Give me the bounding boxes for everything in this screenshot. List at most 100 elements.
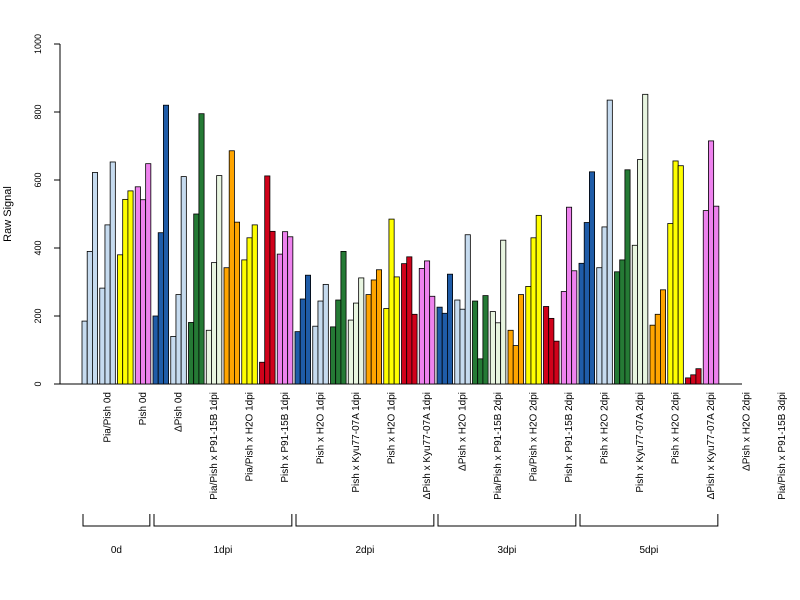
bar bbox=[383, 308, 390, 385]
bar bbox=[117, 254, 124, 385]
x-tick-label: Pish x P91-15B 2dpi bbox=[564, 392, 575, 483]
bar bbox=[264, 175, 271, 385]
bar bbox=[649, 324, 656, 385]
bar bbox=[193, 213, 200, 385]
bar bbox=[282, 231, 289, 385]
bar bbox=[459, 308, 466, 385]
bar bbox=[454, 299, 461, 385]
bar bbox=[596, 267, 603, 385]
bar bbox=[228, 150, 235, 385]
x-tick-label: Pish x H2O 1dpi bbox=[316, 392, 327, 464]
bar bbox=[624, 169, 631, 385]
bar bbox=[654, 313, 661, 385]
bar bbox=[642, 93, 649, 385]
group-bracket bbox=[153, 514, 293, 527]
bar bbox=[464, 234, 471, 385]
x-tick-label: Pia/Pish x P91-15B 2dpi bbox=[493, 392, 504, 500]
bar bbox=[489, 311, 496, 385]
bar bbox=[246, 237, 253, 385]
x-tick-label: Pia/Pish x H2O 1dpi bbox=[245, 392, 256, 482]
bar bbox=[304, 274, 311, 385]
bar bbox=[512, 345, 519, 385]
bar bbox=[429, 295, 436, 385]
bar bbox=[446, 273, 453, 385]
x-tick-label: Pia/Pish x H2O 2dpi bbox=[529, 392, 540, 482]
bar bbox=[358, 277, 365, 385]
bar bbox=[507, 329, 514, 385]
bar bbox=[180, 176, 187, 385]
bar bbox=[614, 271, 621, 385]
bar bbox=[127, 190, 134, 385]
bar bbox=[406, 256, 413, 385]
bar bbox=[606, 99, 613, 385]
bar bbox=[109, 161, 116, 385]
bar bbox=[553, 340, 560, 385]
bar bbox=[86, 250, 93, 385]
bar bbox=[81, 320, 88, 385]
y-tick-label: 200 bbox=[33, 308, 43, 323]
bar bbox=[388, 218, 395, 385]
bar bbox=[631, 244, 638, 385]
bar bbox=[441, 312, 448, 385]
bar bbox=[287, 236, 294, 385]
x-tick-label: ΔPish x Kyu77-07A 2dpi bbox=[706, 392, 717, 499]
bar bbox=[370, 279, 377, 385]
bar bbox=[317, 300, 324, 385]
bar bbox=[365, 294, 372, 385]
x-tick-label: Pia/Pish 0d bbox=[103, 392, 114, 443]
bar bbox=[294, 331, 301, 385]
x-tick-label: Pish 0d bbox=[138, 392, 149, 425]
bar bbox=[482, 295, 489, 385]
bar bbox=[518, 294, 525, 385]
bar bbox=[393, 276, 400, 385]
bar bbox=[436, 306, 443, 385]
x-tick-label: Pish x Kyu77-07A 2dpi bbox=[635, 392, 646, 493]
bar bbox=[495, 322, 502, 385]
x-tick-label: Pish x H2O 1dpi bbox=[387, 392, 398, 464]
bar bbox=[477, 358, 484, 385]
bar bbox=[99, 287, 106, 385]
bar bbox=[619, 259, 626, 385]
bar bbox=[340, 250, 347, 385]
bar bbox=[525, 286, 532, 385]
bar bbox=[353, 302, 360, 385]
bar bbox=[276, 253, 283, 385]
bar bbox=[211, 262, 218, 385]
x-tick-label: ΔPish x H2O 2dpi bbox=[742, 392, 753, 471]
bar bbox=[530, 237, 537, 385]
bar bbox=[330, 326, 337, 385]
bar bbox=[589, 171, 596, 385]
bar bbox=[216, 175, 223, 385]
bar bbox=[170, 335, 177, 385]
x-tick-label: ΔPish 0d bbox=[174, 392, 185, 432]
bar bbox=[543, 306, 550, 385]
bar bbox=[259, 361, 266, 385]
bar bbox=[175, 294, 182, 385]
bar bbox=[269, 230, 276, 385]
group-label: 0d bbox=[111, 545, 122, 556]
group-bracket bbox=[437, 514, 577, 527]
y-axis-label: Raw Signal bbox=[2, 186, 14, 242]
bar bbox=[233, 221, 240, 385]
x-tick-label: ΔPish x H2O 1dpi bbox=[458, 392, 469, 471]
bar bbox=[140, 199, 147, 385]
y-tick-label: 800 bbox=[33, 104, 43, 119]
bar bbox=[667, 223, 674, 385]
bar bbox=[500, 239, 507, 385]
bar bbox=[223, 267, 230, 385]
bar bbox=[188, 322, 195, 385]
bar bbox=[205, 329, 212, 385]
y-tick-label: 0 bbox=[33, 381, 43, 386]
bar bbox=[347, 319, 354, 385]
group-bracket bbox=[82, 514, 151, 527]
bar bbox=[566, 206, 573, 385]
bar bbox=[241, 259, 248, 385]
bar bbox=[411, 313, 418, 385]
y-tick-label: 1000 bbox=[33, 34, 43, 54]
group-bracket bbox=[295, 514, 435, 527]
bar bbox=[702, 210, 709, 385]
bar bbox=[713, 205, 720, 385]
bar bbox=[122, 198, 129, 385]
bar bbox=[560, 291, 567, 385]
